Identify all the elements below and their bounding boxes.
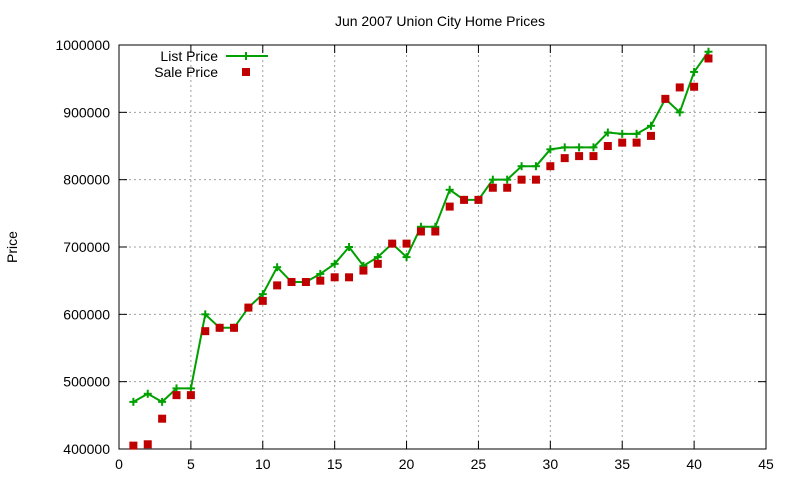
chart-title: Jun 2007 Union City Home Prices <box>335 13 545 29</box>
sale-price-point <box>675 83 684 92</box>
list-price-point <box>316 269 325 278</box>
sale-price-point <box>301 278 310 287</box>
x-tick-label: 10 <box>255 456 271 472</box>
list-price-point <box>531 162 540 171</box>
x-tick-label: 5 <box>187 456 195 472</box>
list-price-point <box>503 175 512 184</box>
x-tick-label: 45 <box>758 456 774 472</box>
legend-marker <box>242 68 250 76</box>
list-price-point <box>445 185 454 194</box>
x-tick-label: 25 <box>471 456 487 472</box>
y-axis-label: Price <box>4 231 20 263</box>
x-tick-label: 40 <box>686 456 702 472</box>
x-tick-label: 0 <box>115 456 123 472</box>
sale-price-point <box>287 278 296 287</box>
y-tick-label: 900000 <box>63 104 110 120</box>
list-price-point <box>704 47 713 56</box>
sale-price-point <box>402 239 411 248</box>
list-price-point <box>402 253 411 262</box>
sale-price-point <box>143 440 152 449</box>
sale-price-point <box>503 183 512 192</box>
list-price-point <box>632 129 641 138</box>
sale-price-point <box>589 152 598 161</box>
list-price-point <box>589 143 598 152</box>
sale-price-point <box>244 303 253 312</box>
sale-price-point <box>215 323 224 332</box>
sale-price-point <box>661 94 670 103</box>
x-tick-label: 35 <box>614 456 630 472</box>
sale-price-point <box>316 276 325 285</box>
x-tick-label: 30 <box>543 456 559 472</box>
list-price-point <box>560 143 569 152</box>
sale-price-point <box>460 195 469 204</box>
list-price-point <box>158 397 167 406</box>
sale-price-point <box>273 281 282 290</box>
sale-price-point <box>330 273 339 282</box>
sale-price-point <box>388 239 397 248</box>
legend-marker <box>242 52 250 60</box>
x-tick-label: 15 <box>327 456 343 472</box>
list-price-point <box>201 310 210 319</box>
list-price-point <box>172 384 181 393</box>
list-price-point <box>129 397 138 406</box>
sale-price-point <box>704 54 713 63</box>
plot-frame <box>118 44 767 450</box>
series-layer <box>129 47 713 450</box>
sale-price-point <box>646 131 655 140</box>
sale-price-point <box>531 175 540 184</box>
y-tick-label: 500000 <box>63 374 110 390</box>
list-price-point <box>546 145 555 154</box>
list-price-point <box>373 253 382 262</box>
y-tick-label: 600000 <box>63 306 110 322</box>
y-tick-label: 800000 <box>63 172 110 188</box>
grid <box>119 45 766 449</box>
sale-price-point <box>129 441 138 450</box>
sale-price-point <box>546 162 555 171</box>
y-tick-label: 1000000 <box>55 37 110 53</box>
sale-price-point <box>186 391 195 400</box>
list-price-point <box>330 259 339 268</box>
sale-price-point <box>345 273 354 282</box>
sale-price-point <box>230 323 239 332</box>
legend-label: List Price <box>160 48 218 64</box>
list-price-point <box>575 143 584 152</box>
sale-price-point <box>416 227 425 236</box>
sale-price-point <box>517 175 526 184</box>
y-tick-label: 700000 <box>63 239 110 255</box>
sale-price-point <box>359 266 368 275</box>
list-price-point <box>273 263 282 272</box>
list-price-point <box>258 290 267 299</box>
sale-price-point <box>445 202 454 211</box>
sale-price-point <box>690 82 699 91</box>
list-price-point <box>345 243 354 251</box>
sale-price-point <box>258 296 267 305</box>
y-tick-label: 400000 <box>63 441 110 457</box>
sale-price-point <box>618 138 627 147</box>
sale-price-point <box>474 195 483 204</box>
sale-price-point <box>560 154 569 163</box>
sale-price-point <box>201 327 210 336</box>
legend-label: Sale Price <box>154 64 218 80</box>
list-price-point <box>143 389 152 398</box>
sale-price-point <box>431 227 440 236</box>
list-price-point <box>675 108 684 117</box>
sale-price-point <box>632 138 641 147</box>
sale-price-point <box>172 391 181 400</box>
axis-ticks: 0 5 10 15 20 25 30 35 40 45 400000 500000 600000 7000… <box>55 37 774 472</box>
list-price-point <box>690 67 699 76</box>
list-price-point <box>517 162 526 171</box>
list-price-point <box>186 384 195 393</box>
sale-price-point <box>488 183 497 192</box>
sale-price-point <box>603 142 612 150</box>
x-tick-label: 20 <box>399 456 415 472</box>
list-price-point <box>603 128 612 137</box>
sale-price-point <box>373 259 382 268</box>
sale-price-point <box>158 414 167 423</box>
list-price-point <box>618 129 627 138</box>
list-price-point <box>488 175 497 184</box>
list-price-point <box>646 121 655 130</box>
sale-price-point <box>575 152 584 161</box>
